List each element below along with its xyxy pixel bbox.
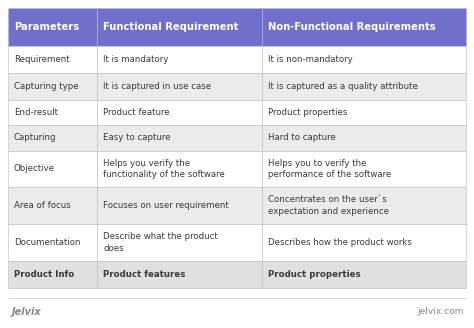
Text: Product properties: Product properties: [268, 108, 347, 117]
Bar: [8, 224, 97, 261]
Text: Area of focus: Area of focus: [14, 201, 71, 210]
Text: Describe what the product
does: Describe what the product does: [103, 232, 218, 253]
Text: Documentation: Documentation: [14, 238, 81, 247]
Bar: [97, 224, 262, 261]
Bar: [262, 100, 466, 125]
Bar: [8, 187, 97, 224]
Bar: [262, 224, 466, 261]
Text: Product Info: Product Info: [14, 270, 74, 279]
Bar: [97, 8, 262, 46]
Bar: [97, 151, 262, 187]
Bar: [262, 8, 466, 46]
Text: End-result: End-result: [14, 108, 58, 117]
Text: It is captured as a quality attribute: It is captured as a quality attribute: [268, 82, 418, 91]
Bar: [262, 151, 466, 187]
Text: Product features: Product features: [103, 270, 186, 279]
Bar: [8, 151, 97, 187]
Bar: [8, 100, 97, 125]
Bar: [97, 73, 262, 100]
Bar: [262, 46, 466, 73]
Text: Helps you verify the
functionality of the software: Helps you verify the functionality of th…: [103, 159, 225, 179]
Bar: [262, 187, 466, 224]
Text: Product properties: Product properties: [268, 270, 361, 279]
Text: Capturing type: Capturing type: [14, 82, 79, 91]
Bar: [97, 46, 262, 73]
Bar: [262, 125, 466, 151]
Text: Concentrates on the user`s
expectation and experience: Concentrates on the user`s expectation a…: [268, 195, 389, 216]
Text: It is captured in use case: It is captured in use case: [103, 82, 211, 91]
Text: Non-Functional Requirements: Non-Functional Requirements: [268, 22, 436, 32]
Text: Easy to capture: Easy to capture: [103, 133, 171, 142]
Text: Helps you to verify the
performance of the software: Helps you to verify the performance of t…: [268, 159, 392, 179]
Text: Parameters: Parameters: [14, 22, 79, 32]
Text: Describes how the product works: Describes how the product works: [268, 238, 412, 247]
Text: It is mandatory: It is mandatory: [103, 55, 169, 64]
Bar: [262, 261, 466, 288]
Bar: [97, 125, 262, 151]
Bar: [262, 73, 466, 100]
Bar: [8, 8, 97, 46]
Text: Functional Requirement: Functional Requirement: [103, 22, 239, 32]
Text: Hard to capture: Hard to capture: [268, 133, 336, 142]
Text: Focuses on user requirement: Focuses on user requirement: [103, 201, 229, 210]
Text: Capturing: Capturing: [14, 133, 56, 142]
Text: Requirement: Requirement: [14, 55, 70, 64]
Bar: [97, 100, 262, 125]
Bar: [97, 261, 262, 288]
Bar: [97, 187, 262, 224]
Bar: [8, 261, 97, 288]
Bar: [8, 73, 97, 100]
Bar: [8, 125, 97, 151]
Bar: [8, 46, 97, 73]
Text: It is non-mandatory: It is non-mandatory: [268, 55, 353, 64]
Text: Product feature: Product feature: [103, 108, 170, 117]
Text: Jelvix: Jelvix: [12, 307, 42, 317]
Text: Objective: Objective: [14, 164, 55, 174]
Text: jelvix.com: jelvix.com: [418, 308, 464, 317]
